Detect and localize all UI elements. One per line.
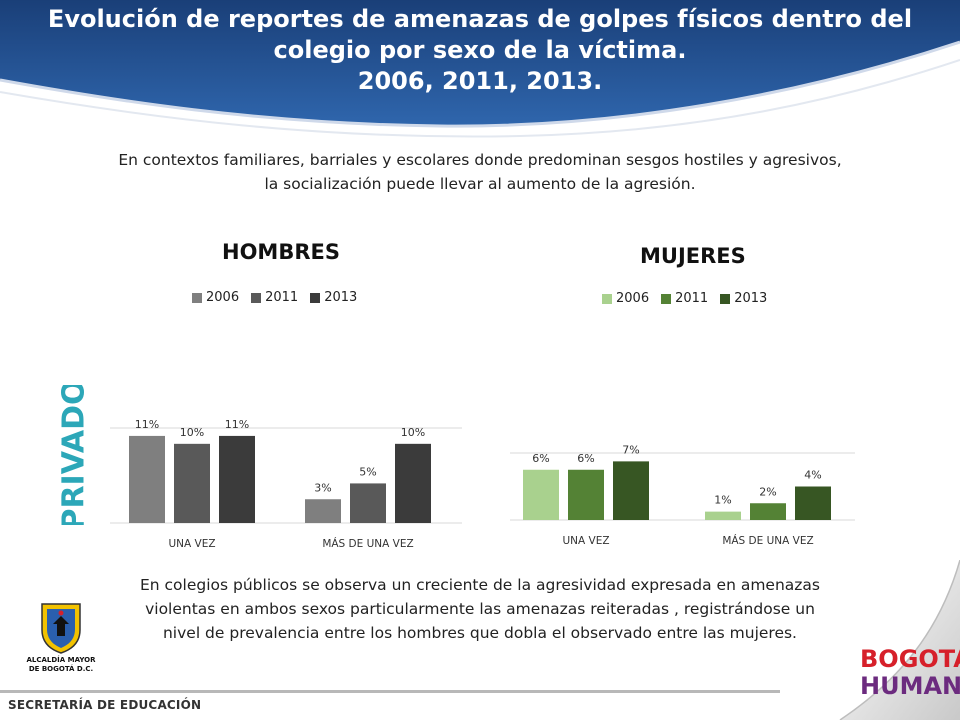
chart-title-hombres: HOMBRES: [222, 240, 340, 264]
alcaldia-label: ALCALDÍA MAYOR DE BOGOTÁ D.C.: [15, 656, 107, 674]
footer-divider: [0, 690, 780, 693]
conclusion-text: En colegios públicos se observa un creci…: [139, 576, 821, 642]
legend-swatch: [602, 293, 612, 304]
legend-item: 2013: [720, 291, 767, 306]
data-label: 10%: [401, 426, 425, 439]
logo-line-1: BOGOTÁ: [860, 645, 960, 673]
bar: [705, 511, 741, 520]
coat-of-arms-icon: [41, 603, 81, 654]
legend-item: 2011: [661, 291, 708, 306]
bar: [129, 435, 165, 523]
legend-mujeres: 2006 2011 2013: [602, 291, 767, 306]
bogota-humana-logo: BOGOTÁ HUMANA: [860, 645, 960, 716]
bar: [350, 483, 386, 523]
intro-text: En contextos familiares, barriales y esc…: [118, 151, 842, 193]
legend-swatch: [251, 292, 262, 303]
logo-line-2: HUMANA: [860, 672, 960, 700]
data-label: 7%: [622, 443, 639, 456]
legend-swatch: [310, 292, 321, 303]
legend-label: 2011: [675, 291, 709, 306]
page-title: Evolución de reportes de amenazas de gol…: [40, 4, 920, 97]
bar: [523, 469, 559, 520]
category-label: UNA VEZ: [562, 535, 609, 547]
alcaldia-line-1: ALCALDÍA MAYOR: [26, 656, 96, 664]
legend-item: 2013: [310, 290, 357, 305]
legend-swatch: [192, 292, 202, 303]
chart-mujeres: 6% 6% 7% UNA VEZ 1% 2% 4% MÁS DE UNA VEZ: [510, 443, 855, 547]
category-label: UNA VEZ: [168, 538, 215, 550]
bar: [568, 469, 604, 520]
bar: [219, 435, 255, 523]
legend-swatch: [661, 293, 672, 304]
legend-label: 2013: [734, 291, 768, 306]
title-line-2: colegio por sexo de la víctima.: [273, 36, 687, 64]
bar: [395, 443, 431, 523]
data-label: 3%: [314, 481, 331, 494]
data-label: 10%: [180, 426, 204, 439]
title-line-1: Evolución de reportes de amenazas de gol…: [47, 5, 913, 33]
data-label: 6%: [532, 452, 549, 465]
data-label: 5%: [359, 465, 376, 478]
data-label: 1%: [714, 494, 731, 507]
side-label-privado: PRIVADO: [57, 385, 92, 525]
page-curl-decoration: [839, 560, 960, 720]
chart-title-mujeres: MUJERES: [640, 244, 746, 268]
bar: [750, 503, 786, 520]
data-label: 2%: [759, 485, 776, 498]
data-label: 4%: [804, 469, 821, 482]
chart-hombres: 11% 10% 11% UNA VEZ 3% 5% 10% MÁS DE UNA VEZ: [110, 418, 462, 550]
legend-item: 2011: [251, 290, 298, 305]
header-banner: [0, 0, 960, 138]
legend-hombres: 2006 2011 2013: [192, 290, 357, 305]
data-label: 11%: [225, 418, 249, 431]
bar: [613, 461, 649, 520]
legend-label: 2006: [206, 290, 240, 305]
bar: [305, 499, 341, 523]
bar: [795, 486, 831, 520]
alcaldia-line-2: DE BOGOTÁ D.C.: [28, 665, 94, 673]
bar: [174, 443, 210, 523]
side-label-text: PRIVADO: [57, 385, 92, 525]
legend-label: 2006: [616, 291, 650, 306]
legend-label: 2013: [324, 290, 358, 305]
title-line-3: 2006, 2011, 2013.: [357, 67, 603, 95]
data-label: 6%: [577, 452, 594, 465]
legend-item: 2006: [602, 291, 649, 306]
secretaria-label: SECRETARÍA DE EDUCACIÓN: [8, 698, 202, 712]
legend-item: 2006: [192, 290, 239, 305]
category-label: MÁS DE UNA VEZ: [722, 534, 813, 547]
category-label: MÁS DE UNA VEZ: [322, 537, 413, 550]
legend-swatch: [720, 293, 731, 304]
legend-label: 2011: [265, 290, 299, 305]
data-label: 11%: [135, 418, 159, 431]
